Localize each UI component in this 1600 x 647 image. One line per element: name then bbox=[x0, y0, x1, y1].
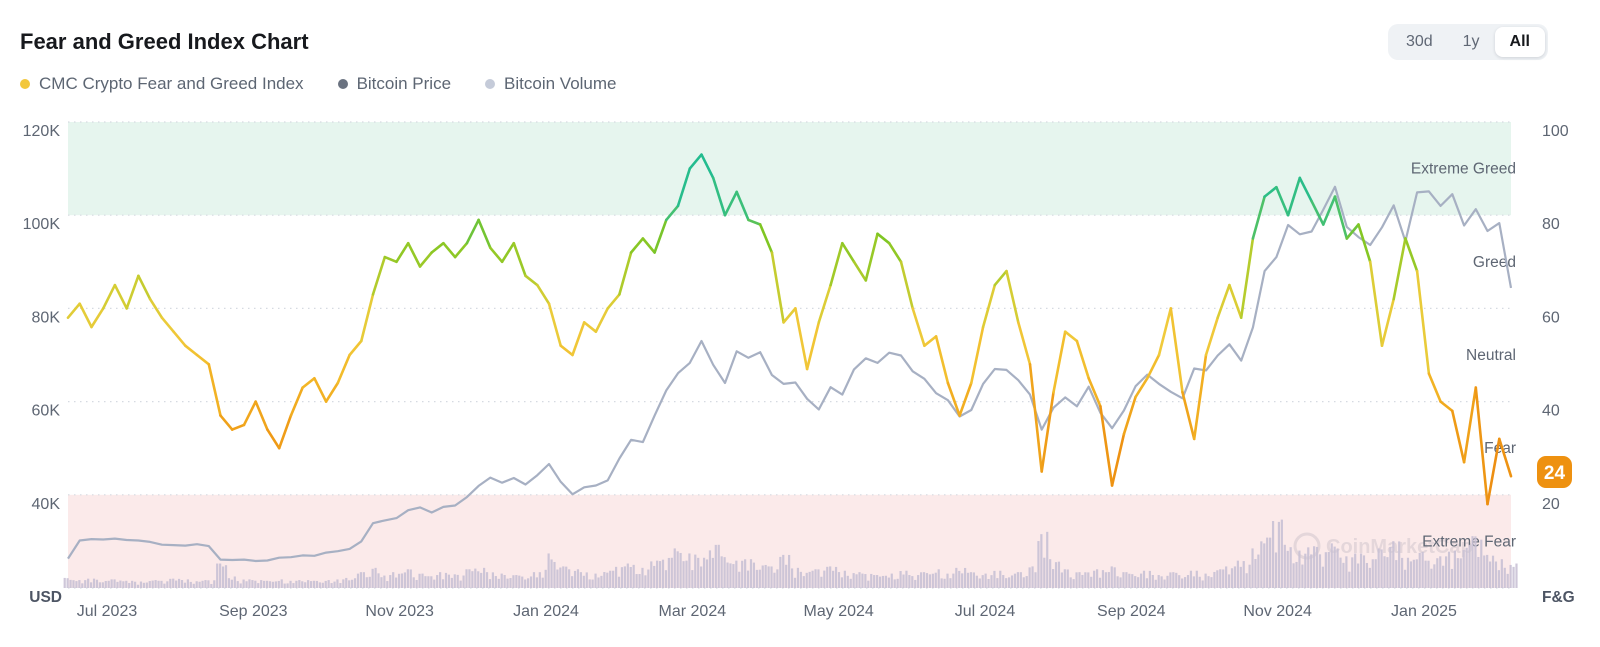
svg-text:Sep 2024: Sep 2024 bbox=[1097, 603, 1166, 620]
svg-text:Extreme Greed: Extreme Greed bbox=[1411, 161, 1516, 178]
svg-text:40K: 40K bbox=[32, 496, 61, 513]
btc-volume-legend-dot-icon bbox=[485, 79, 496, 89]
svg-text:Nov 2024: Nov 2024 bbox=[1243, 603, 1312, 620]
btc-price-line bbox=[67, 185, 1513, 563]
legend-label: CMC Crypto Fear and Greed Index bbox=[39, 74, 304, 93]
range-selector: 30d 1y All bbox=[1387, 24, 1548, 60]
y-axis-left-labels: 120K 100K 80K 60K 40K USD bbox=[23, 123, 62, 606]
svg-text:Mar 2024: Mar 2024 bbox=[659, 603, 727, 620]
svg-text:60K: 60K bbox=[32, 403, 61, 420]
range-button-1y[interactable]: 1y bbox=[1448, 27, 1495, 57]
svg-text:80K: 80K bbox=[32, 309, 61, 326]
svg-text:100: 100 bbox=[1542, 123, 1569, 140]
svg-text:Extreme Fear: Extreme Fear bbox=[1422, 533, 1516, 550]
svg-text:May 2024: May 2024 bbox=[804, 603, 874, 620]
svg-text:100K: 100K bbox=[23, 216, 61, 233]
fng-legend-dot-icon bbox=[20, 79, 30, 89]
svg-text:120K: 120K bbox=[23, 123, 61, 140]
legend-item-btc-price[interactable]: Bitcoin Price bbox=[337, 74, 452, 94]
chart-legend: CMC Crypto Fear and Greed Index Bitcoin … bbox=[20, 74, 617, 94]
svg-text:Jan 2025: Jan 2025 bbox=[1391, 603, 1457, 620]
current-value-badge: 24 bbox=[1537, 456, 1572, 488]
range-button-all[interactable]: All bbox=[1494, 27, 1545, 57]
page-title: Fear and Greed Index Chart bbox=[20, 29, 309, 54]
svg-text:40: 40 bbox=[1542, 403, 1560, 420]
svg-text:24: 24 bbox=[1544, 463, 1566, 484]
svg-text:USD: USD bbox=[29, 589, 62, 606]
svg-text:Jul 2023: Jul 2023 bbox=[77, 603, 138, 620]
svg-text:Neutral: Neutral bbox=[1466, 347, 1516, 364]
btc-price-legend-dot-icon bbox=[337, 79, 348, 89]
legend-label: Bitcoin Volume bbox=[504, 74, 617, 93]
svg-text:Nov 2023: Nov 2023 bbox=[365, 603, 434, 620]
svg-text:Sep 2023: Sep 2023 bbox=[219, 603, 288, 620]
svg-text:Fear: Fear bbox=[1484, 440, 1516, 457]
svg-text:Jan 2024: Jan 2024 bbox=[513, 603, 579, 620]
fng-index-line bbox=[66, 153, 1513, 506]
y-axis-right-labels: 100 80 60 40 20 F&G bbox=[1542, 123, 1575, 606]
svg-text:20: 20 bbox=[1542, 496, 1560, 513]
legend-item-fng[interactable]: CMC Crypto Fear and Greed Index bbox=[20, 74, 304, 94]
legend-item-btc-volume[interactable]: Bitcoin Volume bbox=[485, 74, 617, 94]
svg-text:Greed: Greed bbox=[1473, 254, 1516, 271]
svg-text:80: 80 bbox=[1542, 216, 1560, 233]
range-button-30d[interactable]: 30d bbox=[1391, 27, 1448, 57]
svg-text:Jul 2024: Jul 2024 bbox=[955, 603, 1016, 620]
zone-labels: Extreme Greed Greed Neutral Fear Extreme Fea… bbox=[1411, 161, 1516, 551]
x-axis-labels: Jul 2023 Sep 2023 Nov 2023 Jan 2024 Mar 2024… bbox=[77, 603, 1457, 620]
svg-text:60: 60 bbox=[1542, 309, 1560, 326]
legend-label: Bitcoin Price bbox=[356, 74, 452, 93]
svg-text:F&G: F&G bbox=[1542, 589, 1575, 606]
volume-bars bbox=[63, 519, 1518, 588]
